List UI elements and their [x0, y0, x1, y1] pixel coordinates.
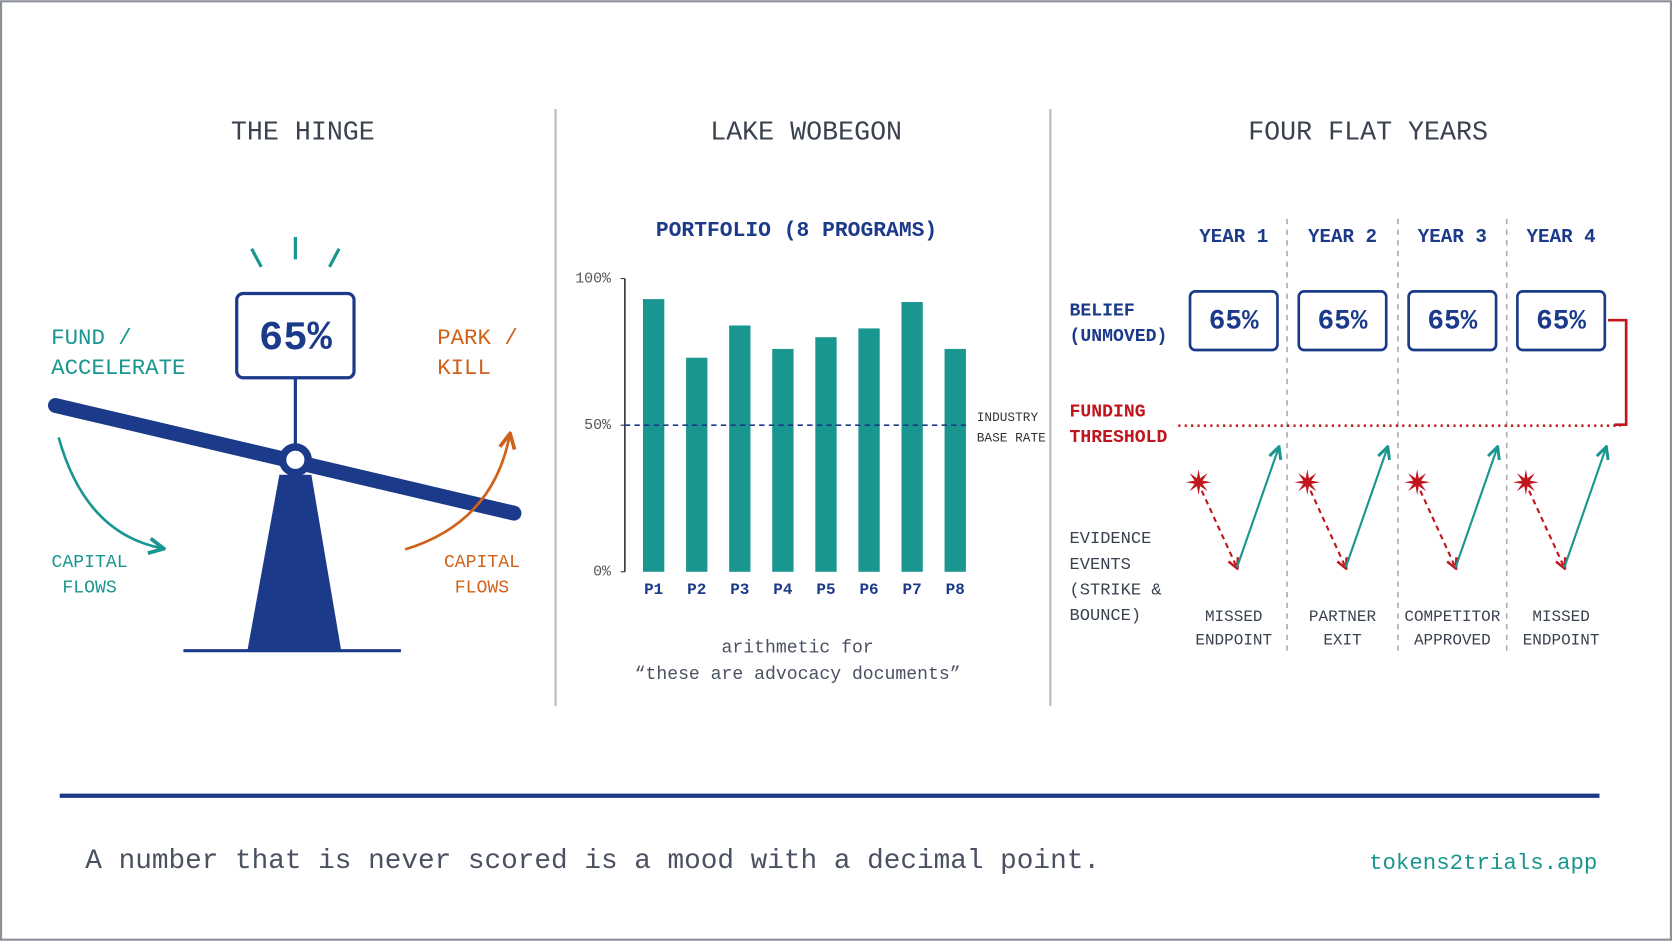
bar — [858, 328, 880, 572]
x-tick-label: P7 — [903, 581, 922, 599]
event-label: APPROVED — [1414, 631, 1491, 649]
row-label: BELIEF — [1070, 301, 1135, 321]
fulcrum — [247, 474, 342, 651]
bracket — [1608, 318, 1628, 426]
strike-star — [1513, 469, 1539, 496]
bounce-line — [1563, 448, 1606, 568]
row-label: (UNMOVED) — [1070, 327, 1168, 347]
quote: A number that is never scored is a mood … — [85, 846, 1100, 877]
row-label: BOUNCE) — [1070, 607, 1142, 626]
year-label: YEAR 4 — [1527, 226, 1596, 248]
bar — [815, 337, 837, 572]
strike-line — [1200, 490, 1237, 568]
y-tick-label: 100% — [575, 271, 611, 287]
event-label: MISSED — [1532, 608, 1590, 626]
belief-box — [1516, 290, 1607, 352]
reference-label: INDUSTRY — [977, 410, 1039, 425]
flow-label: FLOWS — [455, 579, 509, 599]
bounce-line — [1344, 448, 1388, 568]
event-label: ENDPOINT — [1195, 631, 1272, 649]
year-label: YEAR 2 — [1308, 226, 1377, 248]
row-label: (STRIKE & — [1070, 581, 1162, 600]
belief-value: 65% — [1427, 307, 1477, 338]
flow-label: CAPITAL — [52, 553, 128, 573]
caption: “these are advocacy documents” — [635, 665, 961, 685]
panel-title: FOUR FLAT YEARS — [1248, 119, 1488, 149]
bounce-line — [1235, 448, 1279, 568]
x-tick-label: P1 — [644, 581, 663, 599]
right-label: PARK / — [437, 325, 518, 351]
event-label: ENDPOINT — [1523, 631, 1600, 649]
flow-label: CAPITAL — [444, 553, 520, 573]
event-label: COMPETITOR — [1404, 608, 1500, 626]
left-label: ACCELERATE — [51, 355, 185, 381]
flow-label: FLOWS — [62, 579, 116, 599]
strike-star — [1185, 469, 1212, 496]
value-box — [235, 291, 356, 380]
year-separators — [1286, 218, 1508, 653]
bar — [944, 348, 966, 572]
x-tick-label: P6 — [859, 581, 878, 599]
reference-label: BASE RATE — [977, 430, 1046, 445]
y-tick-label: 50% — [584, 418, 611, 434]
panel-title: THE HINGE — [231, 119, 375, 149]
x-tick-label: P2 — [687, 581, 706, 599]
rays — [250, 236, 341, 268]
event-label: EXIT — [1323, 631, 1361, 649]
row-label: EVIDENCE — [1070, 530, 1152, 549]
bar — [772, 348, 794, 572]
bar — [686, 357, 708, 572]
row-label: FUNDING — [1070, 403, 1146, 423]
bar — [642, 299, 665, 572]
flow-arrow — [404, 435, 510, 551]
event-label: PARTNER — [1309, 608, 1377, 626]
year-label: YEAR 1 — [1199, 226, 1268, 248]
x-tick-label: P8 — [946, 581, 965, 599]
row-label: THRESHOLD — [1070, 428, 1168, 448]
bar — [901, 302, 923, 572]
strike-line — [1419, 490, 1455, 568]
event-label: MISSED — [1205, 608, 1263, 626]
belief-value: 65% — [1536, 307, 1586, 338]
belief-box — [1188, 290, 1279, 352]
panel-title: LAKE WOBEGON — [710, 119, 902, 149]
x-tick-label: P4 — [773, 581, 793, 599]
y-tick-label: 0% — [593, 565, 611, 581]
belief-value: 65% — [1318, 307, 1368, 338]
hinge-value: 65% — [259, 316, 333, 362]
caption: arithmetic for — [722, 638, 874, 658]
strike-line — [1309, 490, 1346, 568]
belief-box — [1407, 290, 1498, 352]
strike-star — [1294, 469, 1321, 496]
flow-arrow — [57, 437, 162, 548]
strike-star — [1404, 469, 1430, 496]
left-label: FUND / — [51, 325, 132, 351]
right-label: KILL — [437, 355, 491, 381]
site: tokens2trials.app — [1369, 850, 1597, 876]
pivot — [278, 443, 312, 477]
x-tick-label: P5 — [816, 581, 835, 599]
x-tick-label: P3 — [730, 581, 749, 599]
strike-line — [1528, 490, 1564, 568]
bounce-line — [1454, 448, 1498, 568]
belief-box — [1297, 290, 1388, 352]
row-label: EVENTS — [1070, 556, 1131, 575]
year-label: YEAR 3 — [1418, 226, 1487, 248]
bar — [729, 325, 751, 572]
chart-title: PORTFOLIO (8 PROGRAMS) — [656, 219, 937, 243]
belief-value: 65% — [1209, 307, 1259, 338]
